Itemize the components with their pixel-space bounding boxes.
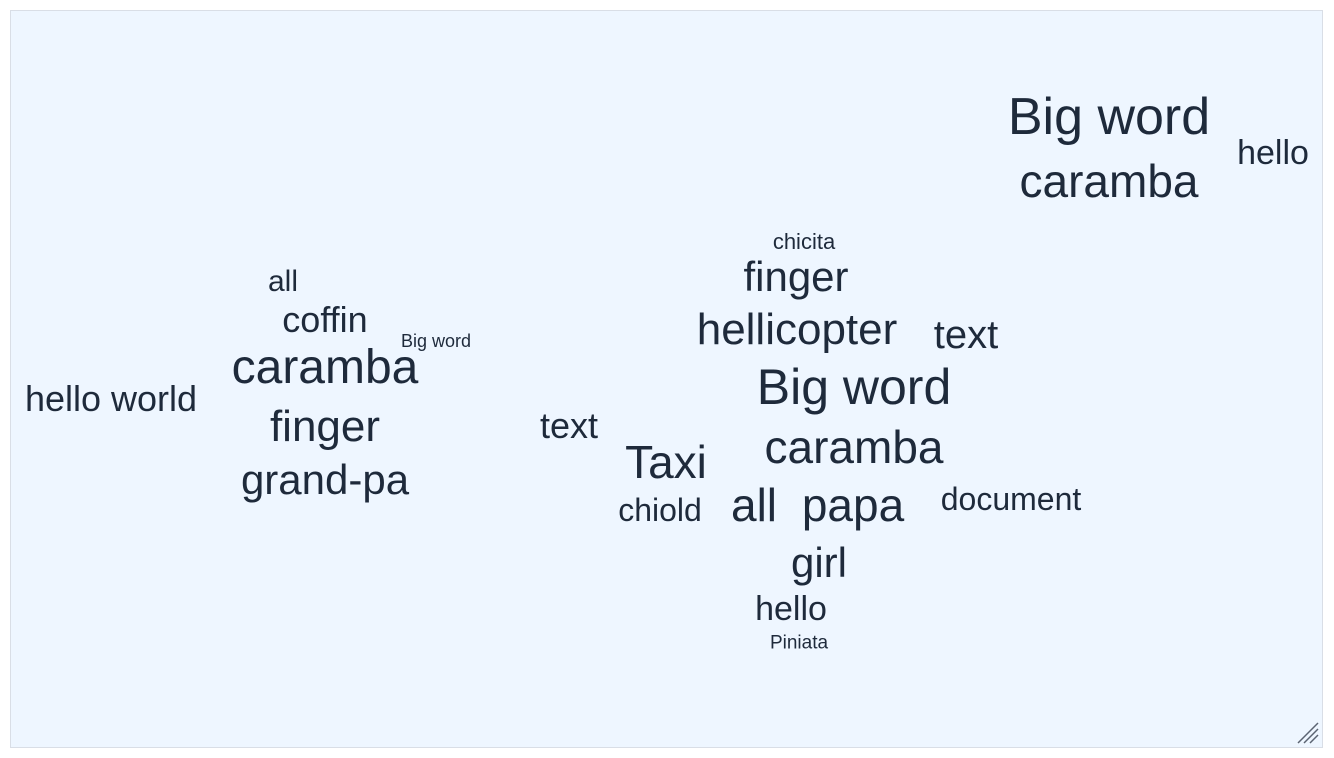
- word-cloud-item: hello world: [24, 378, 198, 419]
- resize-handle-icon[interactable]: [1296, 721, 1320, 745]
- word-cloud-item: all: [730, 479, 778, 531]
- word-cloud-item: Taxi: [625, 436, 707, 488]
- word-cloud-item: hello: [755, 590, 827, 628]
- word-cloud-item: finger: [743, 253, 849, 300]
- word-cloud-item: text: [933, 313, 999, 357]
- word-cloud-item: Piniata: [769, 632, 829, 654]
- word-cloud-item: caramba: [1019, 155, 1199, 207]
- word-cloud-item: Big word: [400, 331, 472, 351]
- word-cloud-item: document: [940, 481, 1082, 517]
- word-cloud-item: Big word: [1007, 88, 1211, 146]
- word-cloud-item: text: [539, 405, 599, 446]
- word-cloud-item: finger: [269, 402, 381, 451]
- word-cloud-item: chiold: [618, 492, 702, 528]
- word-cloud-item: all: [267, 265, 299, 298]
- word-cloud-item: papa: [801, 479, 905, 531]
- word-cloud-item: chicita: [772, 229, 836, 254]
- word-cloud-item: girl: [790, 539, 848, 586]
- word-cloud-item: caramba: [764, 421, 944, 473]
- word-cloud-panel: Big word caramba hello chicita finger he…: [10, 10, 1323, 748]
- word-cloud-item: hello: [1237, 134, 1309, 172]
- word-cloud-item: coffin: [282, 299, 368, 340]
- word-cloud-item: hellicopter: [696, 305, 898, 354]
- word-cloud-item: caramba: [231, 341, 419, 394]
- word-cloud-item: Big word: [756, 359, 952, 415]
- word-cloud-item: grand-pa: [240, 456, 410, 503]
